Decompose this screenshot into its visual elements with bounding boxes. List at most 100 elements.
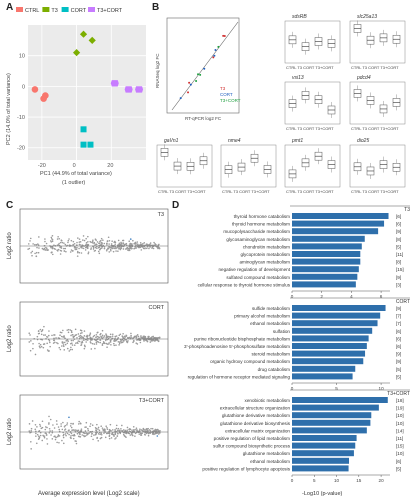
ma-point xyxy=(158,247,161,249)
ma-point xyxy=(154,336,157,339)
ma-point xyxy=(70,334,72,337)
go-term: mucopolysaccharide metabolism xyxy=(223,229,290,234)
ma-point xyxy=(93,250,96,252)
go-xtick: 2 xyxy=(320,294,323,299)
ma-point xyxy=(99,433,101,436)
pca-xlabel: PC1 (44.9% of total variance) xyxy=(40,171,112,177)
ma-point xyxy=(101,344,104,346)
ma-point xyxy=(128,428,130,431)
ma-point xyxy=(45,246,47,249)
ma-point xyxy=(76,246,78,249)
box-xlabels: CTRL T3 CORT T3+CORT xyxy=(286,126,334,131)
ma-point xyxy=(114,438,116,440)
ma-point xyxy=(143,433,146,436)
ma-point xyxy=(151,430,154,433)
go-group-title: T3+CORT xyxy=(387,391,410,397)
ma-point xyxy=(48,423,50,425)
ma-point xyxy=(120,241,122,244)
ma-point xyxy=(138,429,141,432)
ma-point xyxy=(157,433,160,435)
go-term: positive regulation of lymphocyte apopto… xyxy=(202,466,290,471)
ma-point xyxy=(34,428,37,431)
go-gene-count: [7] xyxy=(396,321,401,326)
ma-point xyxy=(123,339,125,342)
ma-point xyxy=(130,336,132,338)
pca-point xyxy=(31,86,39,93)
pca-ytick: 10 xyxy=(19,54,25,60)
ma-point xyxy=(40,345,43,348)
correlation-point xyxy=(187,91,190,94)
go-xtick: 0 xyxy=(291,294,294,299)
ma-point xyxy=(107,343,110,345)
ma-point xyxy=(111,247,114,250)
go-term: aminoglycan metabolism xyxy=(239,260,290,265)
box-xlabels: CTRL T3 CORT T3+CORT xyxy=(351,189,399,194)
go-gene-count: [11] xyxy=(396,436,403,441)
ma-point xyxy=(30,251,32,254)
go-xtick: 5 xyxy=(313,478,316,483)
ma-point xyxy=(60,335,63,338)
ma-point xyxy=(87,252,90,255)
ma-point xyxy=(66,432,69,435)
ma-point xyxy=(32,347,34,350)
ma-point xyxy=(42,435,45,437)
ma-point xyxy=(27,243,30,245)
rnaseq-qpcr-scatter-frame xyxy=(166,17,240,114)
go-gene-count: [6] xyxy=(396,336,401,341)
ma-point xyxy=(86,432,89,435)
ma-point xyxy=(149,341,152,343)
ma-point xyxy=(114,428,116,431)
ma-point xyxy=(78,335,80,338)
go-term: xenobiotic metabolism xyxy=(245,398,291,403)
ma-point xyxy=(79,432,81,434)
ma-point xyxy=(89,332,92,335)
ma-point xyxy=(90,247,93,249)
ma-point xyxy=(62,434,65,437)
ma-point xyxy=(110,344,112,346)
ma-point xyxy=(106,336,109,338)
ma-point xyxy=(59,249,62,252)
ma-point xyxy=(128,244,131,246)
ma-point xyxy=(44,249,46,251)
go-xtick: 0 xyxy=(291,386,294,391)
ma-point xyxy=(58,441,60,444)
ma-point xyxy=(90,241,92,244)
ma-point xyxy=(61,439,63,442)
ma-point xyxy=(34,353,37,356)
ma-point xyxy=(109,341,112,343)
ma-point xyxy=(132,429,135,431)
ma-point xyxy=(148,244,151,247)
box-xlabels: CTRL T3 CORT T3+CORT xyxy=(222,189,270,194)
ma-point xyxy=(64,424,67,427)
ma-point xyxy=(99,437,102,440)
ma-point xyxy=(101,343,104,345)
ma-point xyxy=(149,242,152,244)
ma-point xyxy=(115,335,118,337)
ma-point xyxy=(94,246,97,249)
ma-point xyxy=(59,348,62,351)
ma-point xyxy=(75,342,77,345)
panel-label-c: C xyxy=(6,200,14,211)
ma-point xyxy=(115,427,118,430)
validation-panel: RNASeq log2 FC RT-qPCR log2 FC T3 CORT T… xyxy=(155,14,406,194)
ma-point xyxy=(108,251,111,253)
ma-point xyxy=(80,428,83,430)
ma-point xyxy=(28,423,31,425)
ma-point xyxy=(92,246,95,249)
ma-point xyxy=(51,334,53,337)
ma-point xyxy=(49,341,51,344)
ma-point xyxy=(121,341,124,344)
ma-point xyxy=(157,428,159,431)
ma-point xyxy=(70,346,72,349)
ma-point xyxy=(111,335,114,337)
ma-point xyxy=(48,339,51,342)
ma-point xyxy=(82,239,84,241)
pca-ytick: 0 xyxy=(22,84,25,90)
ma-point xyxy=(125,247,128,250)
ma-point xyxy=(97,426,100,429)
panel-label-a: A xyxy=(6,2,14,13)
go-term: chondroitin metabolism xyxy=(243,244,290,249)
ma-point xyxy=(36,335,39,338)
ma-point xyxy=(41,426,44,429)
ma-point xyxy=(123,335,126,338)
